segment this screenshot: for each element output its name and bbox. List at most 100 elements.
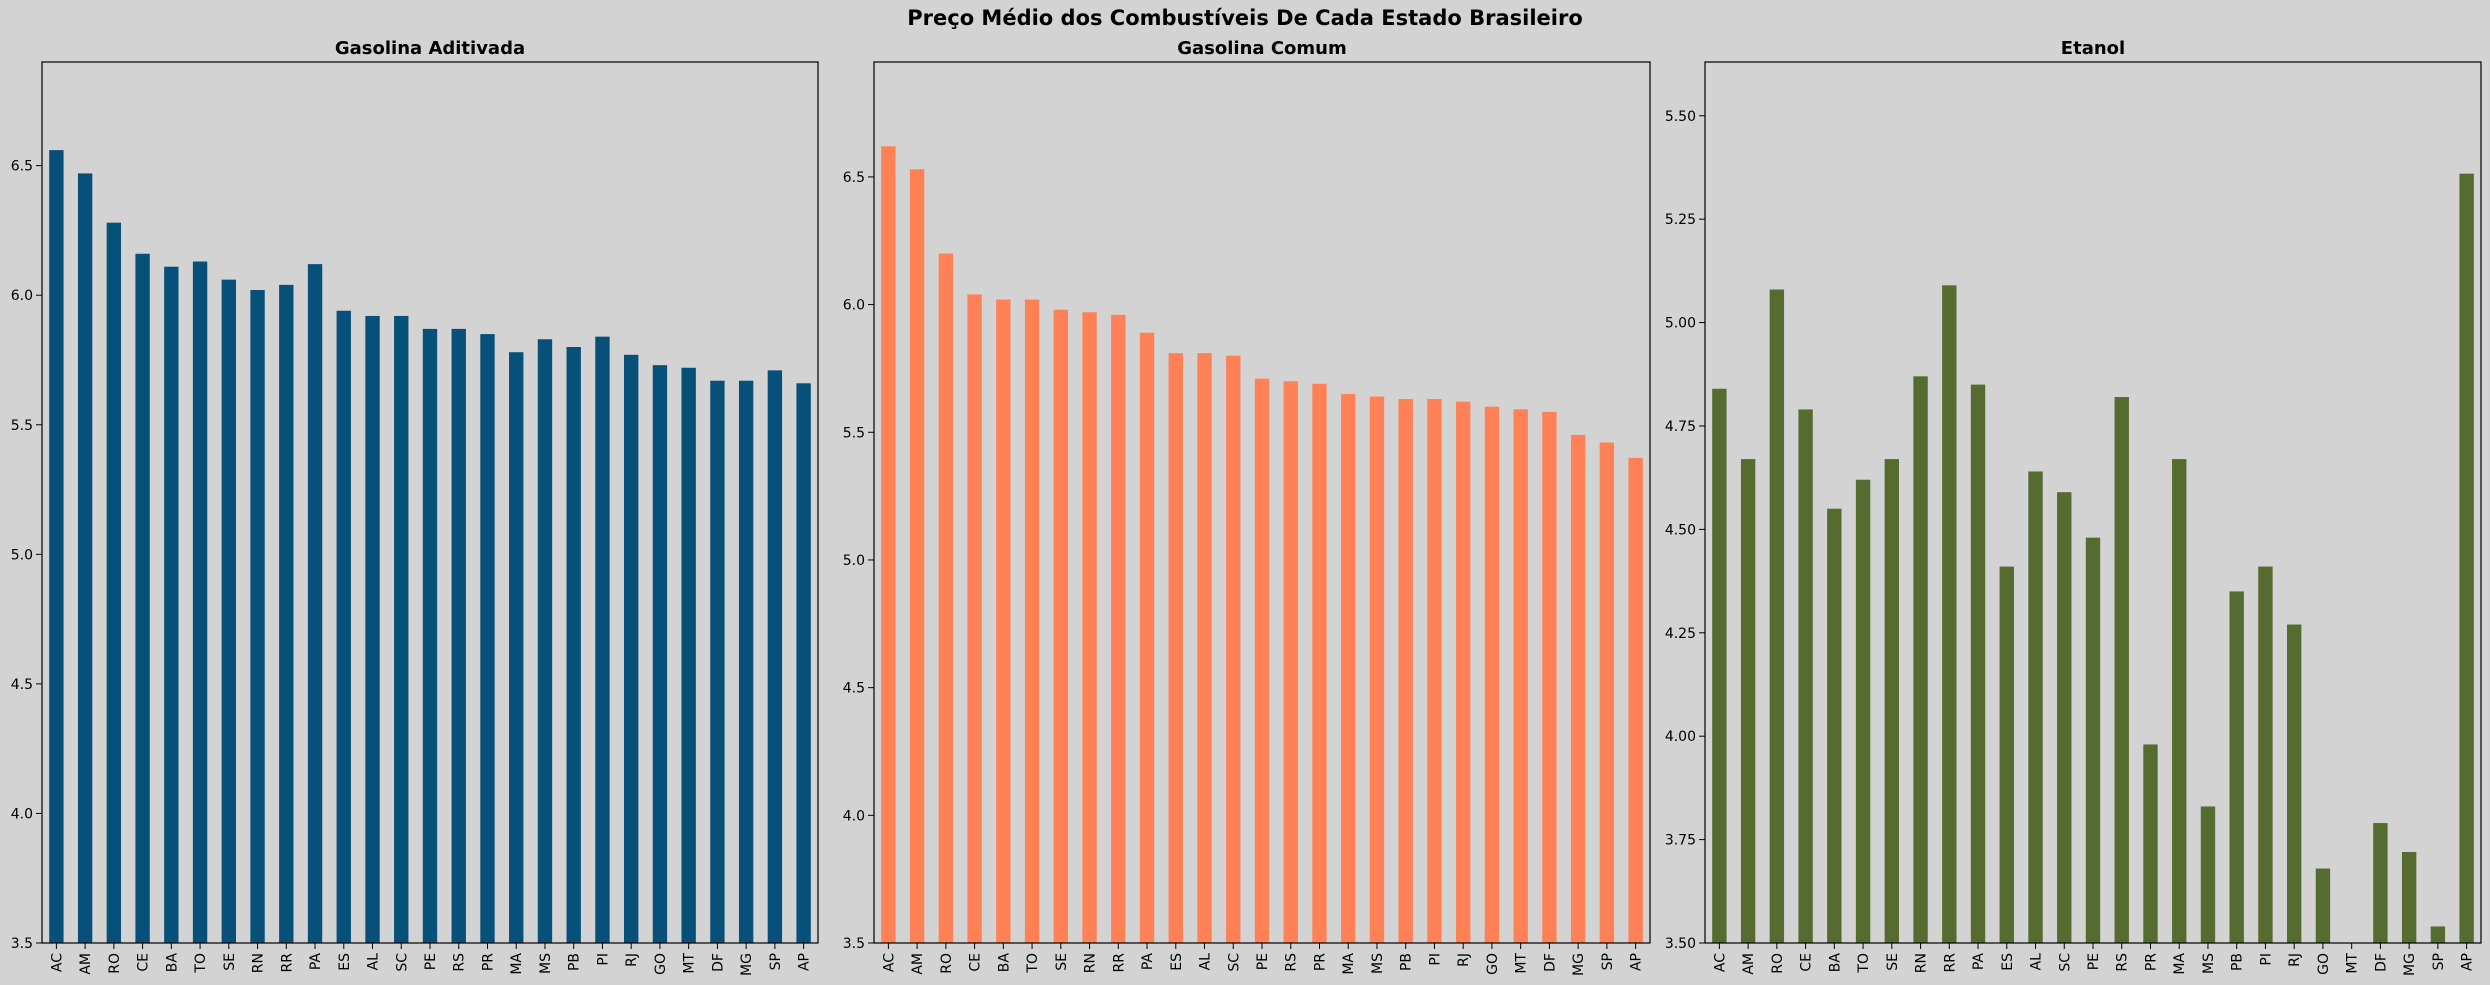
x-tick-label: SE: [1885, 953, 1901, 971]
x-tick-label: MA: [509, 953, 525, 975]
bar: [1484, 406, 1500, 943]
x-tick-label: RS: [1284, 953, 1300, 972]
bar: [738, 380, 754, 944]
x-tick-label: AM: [1741, 953, 1757, 975]
x-tick-label: RN: [251, 953, 267, 973]
panel-title: Gasolina Aditivada: [335, 38, 525, 59]
x-tick-label: RR: [1942, 953, 1958, 973]
bar: [2114, 397, 2129, 943]
panel-title: Gasolina Comum: [1177, 38, 1346, 59]
y-tick-label: 5.25: [1665, 212, 1696, 228]
x-tick-label: MA: [2172, 953, 2188, 975]
x-tick-label: RR: [1111, 953, 1127, 973]
bar: [2430, 926, 2446, 943]
x-tick-label: MG: [739, 953, 755, 976]
bar: [1798, 409, 1813, 943]
bar: [1855, 479, 1871, 943]
x-tick-label: RN: [1914, 953, 1930, 973]
bar: [881, 146, 896, 943]
bar: [2200, 806, 2216, 943]
x-tick-label: TO: [1025, 953, 1041, 974]
bar: [221, 279, 236, 943]
x-tick-label: BA: [164, 953, 180, 973]
y-tick-label: 5.0: [11, 547, 33, 563]
x-tick-label: RJ: [1456, 953, 1472, 967]
bar: [2172, 459, 2187, 943]
bar: [1053, 309, 1068, 943]
x-tick-label: MG: [2402, 953, 2418, 976]
bar: [250, 290, 265, 943]
bar: [2287, 624, 2302, 943]
bar: [652, 365, 668, 943]
chart-panel: Etanol 3.50 3.75 4.00 4.25 4.50 4.75 5.00 5.25 5.…: [1665, 38, 2482, 976]
y-tick-label: 4.75: [1665, 419, 1696, 435]
x-tick-label: AC: [881, 953, 897, 972]
bar: [336, 310, 351, 943]
bar: [710, 380, 725, 944]
bar: [394, 315, 409, 943]
bar: [451, 328, 466, 943]
bar: [2057, 492, 2072, 943]
bar: [192, 261, 208, 943]
x-tick-label: RJ: [624, 953, 640, 967]
bar: [967, 294, 982, 943]
bar: [164, 266, 179, 943]
x-tick-label: RS: [452, 953, 468, 972]
bar: [422, 328, 438, 943]
x-tick-label: BA: [996, 953, 1012, 973]
figure-title: Preço Médio dos Combustíveis De Cada Est…: [907, 6, 1583, 30]
chart-panel: Gasolina Aditivada 3.5 4.0 4.5 5.0 5.5 6.0 6.5 A…: [11, 38, 819, 976]
bar: [509, 352, 524, 944]
bar: [307, 264, 323, 943]
bar: [996, 299, 1011, 943]
x-tick-label: MA: [1341, 953, 1357, 975]
bar: [1599, 442, 1615, 943]
y-tick-label: 5.0: [843, 553, 865, 569]
x-tick-label: PA: [1140, 953, 1156, 971]
x-tick-label: AP: [2460, 953, 2476, 971]
x-tick-label: AM: [78, 953, 94, 975]
bar: [77, 173, 93, 944]
x-tick-label: DF: [2373, 953, 2389, 972]
x-tick-label: MT: [1514, 953, 1530, 974]
y-tick-label: 4.50: [1665, 522, 1696, 538]
bar: [279, 284, 294, 944]
bar: [681, 367, 696, 943]
x-tick-label: CE: [1799, 953, 1815, 972]
x-tick-label: AC: [49, 953, 65, 972]
x-tick-label: PE: [1255, 953, 1271, 970]
x-tick-label: DF: [1542, 953, 1558, 972]
bar: [1254, 378, 1270, 943]
x-tick-label: RS: [2115, 953, 2131, 972]
y-tick-label: 5.5: [11, 418, 33, 434]
x-tick-label: SE: [1054, 953, 1070, 971]
x-tick-label: RJ: [2287, 953, 2303, 967]
x-tick-label: PE: [423, 953, 439, 970]
bar: [1740, 459, 1756, 943]
bar: [1082, 312, 1097, 943]
x-tick-label: PA: [308, 953, 324, 971]
bar: [2315, 868, 2331, 943]
x-tick-label: PR: [480, 953, 496, 971]
y-tick-label: 6.0: [843, 298, 865, 314]
bar: [1970, 384, 1986, 943]
x-tick-label: AL: [2029, 953, 2045, 971]
bar: [1999, 566, 2014, 943]
bar: [537, 339, 553, 943]
x-tick-label: RO: [939, 953, 955, 974]
x-tick-label: TO: [1856, 953, 1872, 974]
bar: [2401, 852, 2417, 943]
x-tick-label: GO: [2316, 953, 2332, 975]
x-tick-label: PB: [1399, 953, 1415, 971]
x-tick-label: PE: [2086, 953, 2102, 970]
bar: [1427, 399, 1442, 944]
bar: [106, 222, 122, 943]
bar: [2229, 591, 2244, 943]
x-tick-label: SP: [1600, 953, 1616, 970]
y-tick-label: 5.50: [1665, 109, 1696, 125]
x-tick-label: RO: [107, 953, 123, 974]
x-tick-label: GO: [1485, 953, 1501, 975]
bar: [1312, 383, 1327, 943]
